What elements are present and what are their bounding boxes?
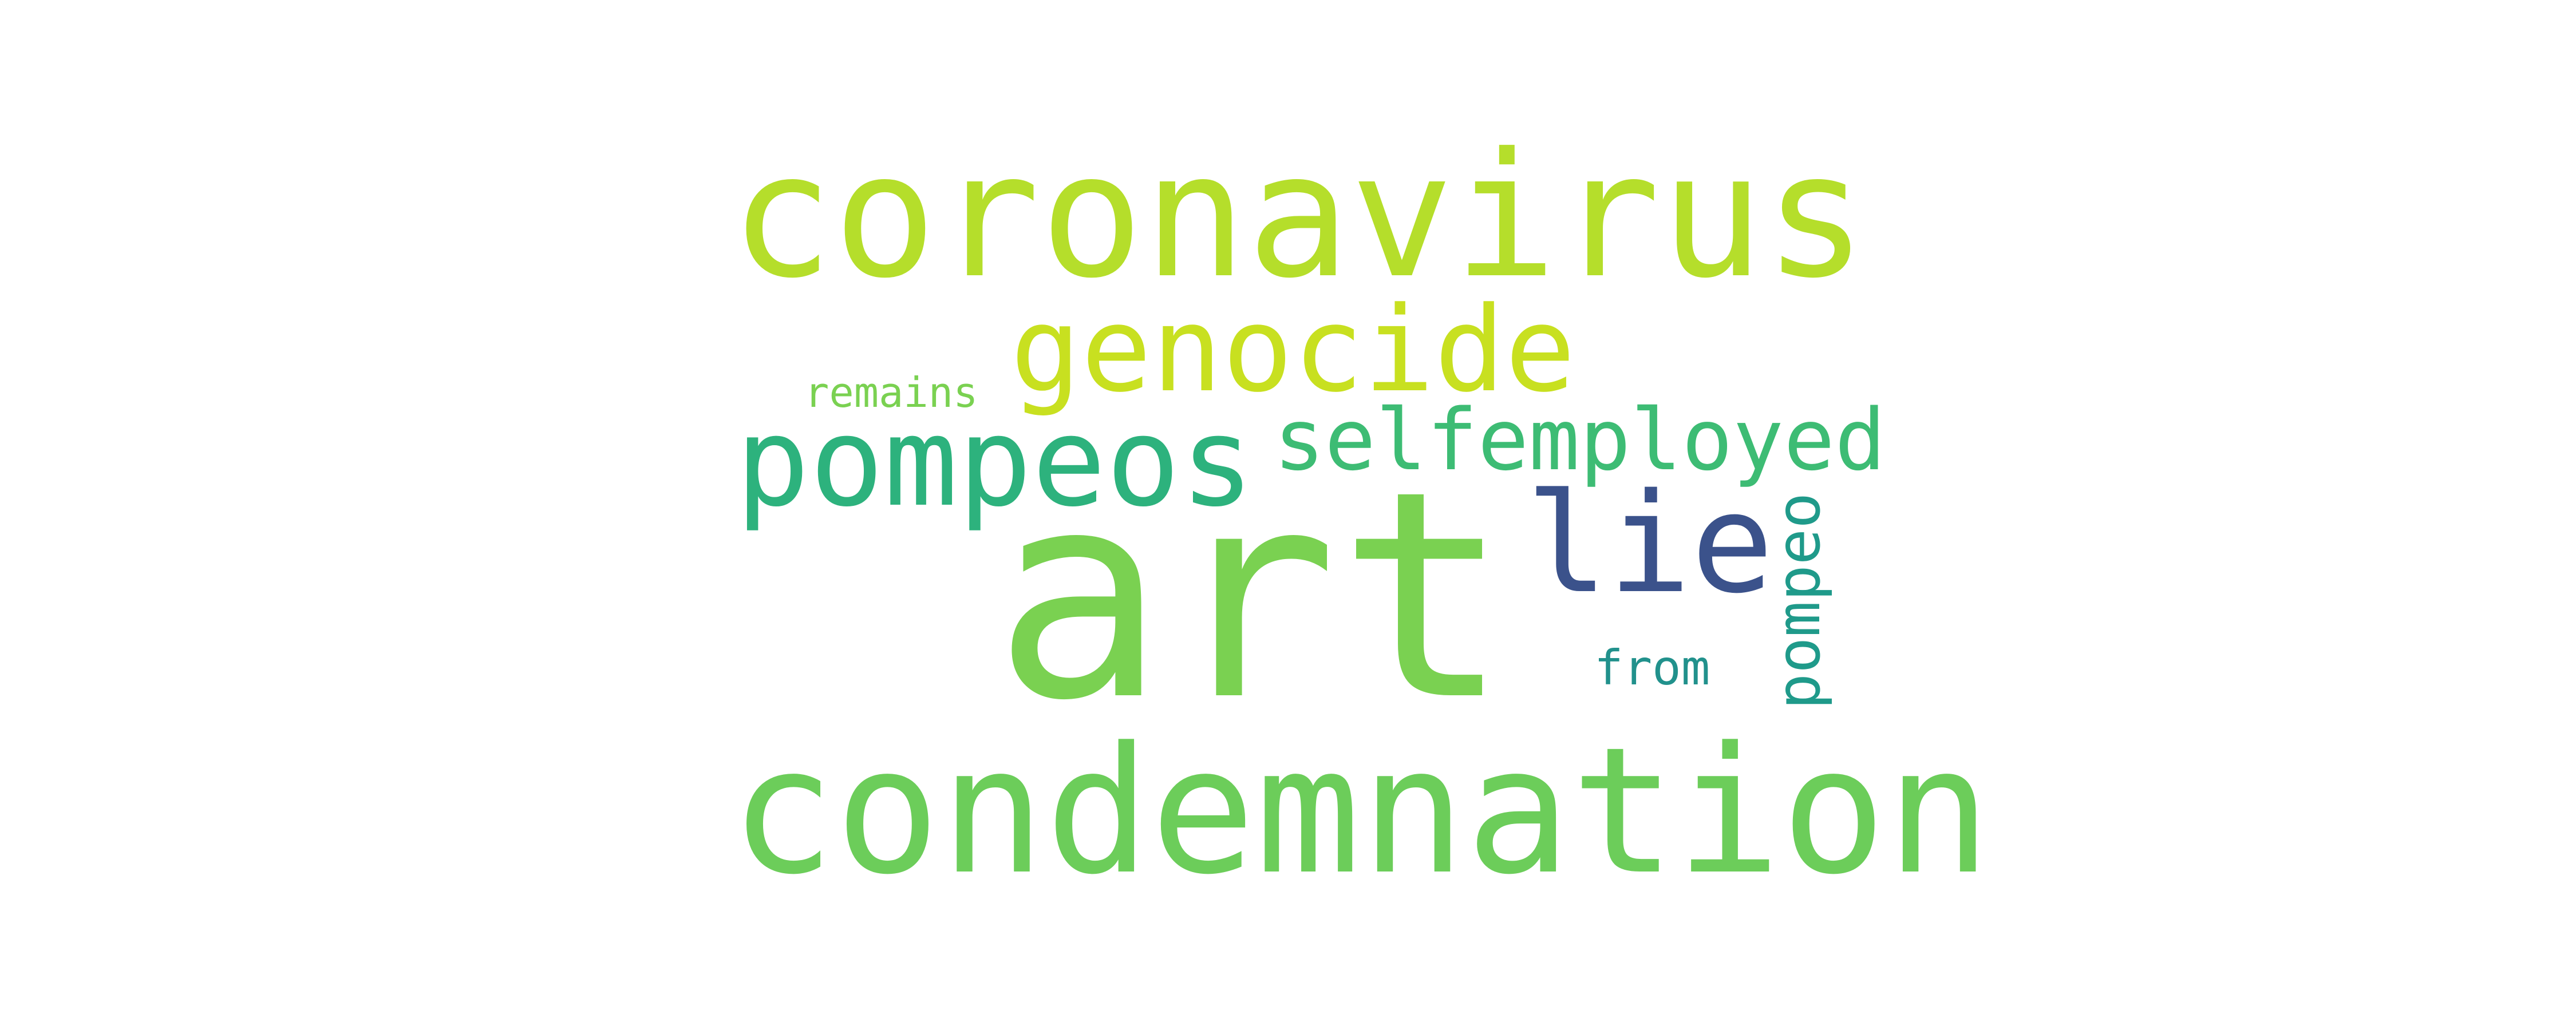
word-condemnation: condemnation [730,710,1992,913]
word-from: from [1594,640,1710,696]
word-pompeo: pompeo [1764,492,1834,710]
word-coronavirus: coronavirus [730,116,1867,316]
word-remains: remains [804,369,978,417]
word-lie: lie [1526,464,1774,624]
word-pompeos: pompeos [736,390,1255,534]
word-art: art [993,430,1511,763]
word-selfemployed: selfemployed [1274,391,1886,489]
word-genocide: genocide [1010,282,1576,418]
